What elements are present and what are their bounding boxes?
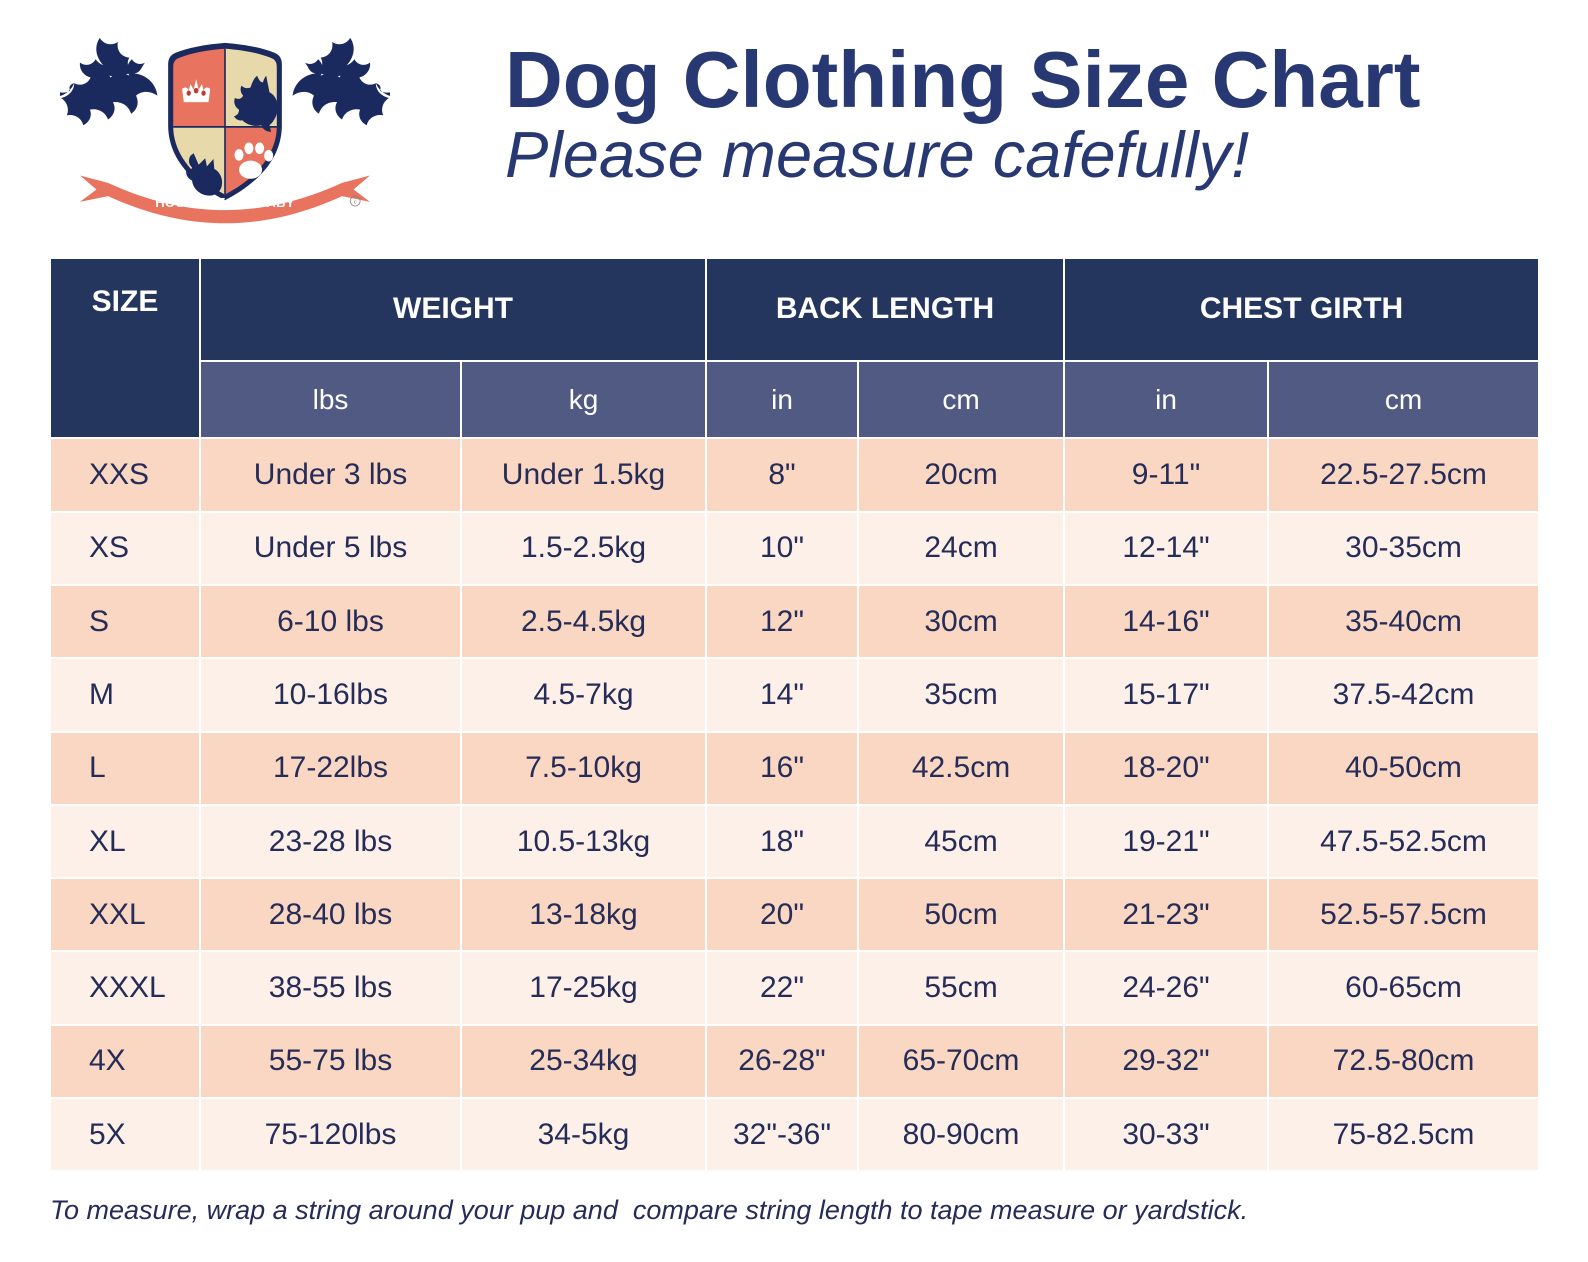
svg-text:c: c [354,200,357,206]
svg-text:HOUSE OF FURBABY: HOUSE OF FURBABY [155,195,295,210]
